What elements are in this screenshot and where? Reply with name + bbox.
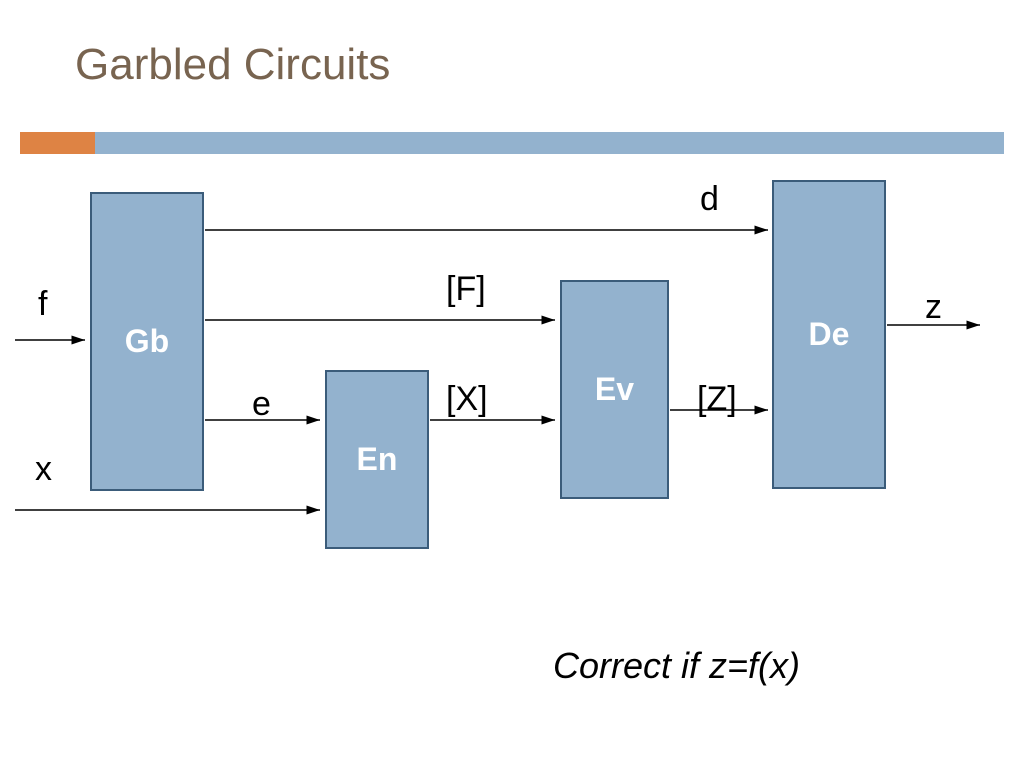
main-bar [95, 132, 1004, 154]
accent-bar [20, 132, 95, 154]
label-f: f [38, 285, 47, 324]
label-z: z [925, 288, 942, 327]
label-bracket-z: [Z] [697, 380, 737, 419]
label-bracket-f: [F] [446, 270, 486, 309]
label-d: d [700, 180, 719, 219]
label-x: x [35, 450, 52, 489]
node-en: En [325, 370, 429, 549]
label-e: e [252, 385, 271, 424]
footer-text: Correct if z=f(x) [553, 645, 800, 687]
node-ev: Ev [560, 280, 669, 499]
label-bracket-x: [X] [446, 380, 488, 419]
node-gb: Gb [90, 192, 204, 491]
node-de: De [772, 180, 886, 489]
page-title: Garbled Circuits [75, 40, 390, 90]
